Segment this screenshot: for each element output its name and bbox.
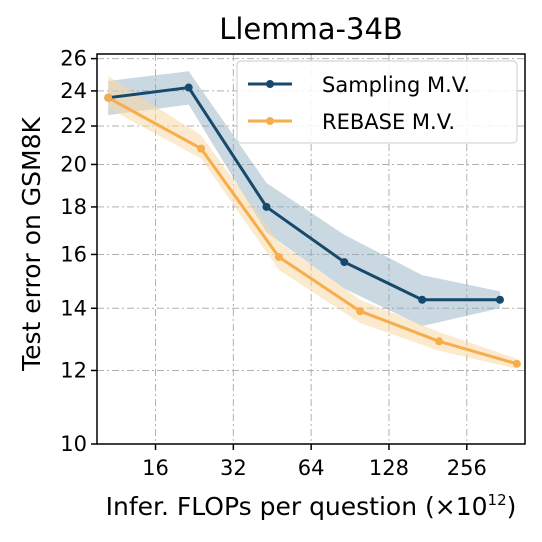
x-tick-label-1: 32 xyxy=(220,456,247,480)
y-tick-label-1: 12 xyxy=(60,358,87,382)
y-tick-label-4: 18 xyxy=(60,195,87,219)
series-lines xyxy=(107,86,518,366)
series-line-0 xyxy=(108,86,500,302)
x-axis-label-close: ) xyxy=(507,492,517,521)
y-tick-label-8: 26 xyxy=(60,47,87,71)
data-point-0-5 xyxy=(495,295,504,304)
data-point-1-5 xyxy=(512,359,521,368)
y-tick-label-6: 22 xyxy=(60,114,87,138)
data-point-0-3 xyxy=(340,258,349,267)
x-axis-label-main: Infer. FLOPs per question (×10 xyxy=(106,492,488,521)
x-axis-ticks: 16 32 64 128 256 xyxy=(142,444,487,480)
x-tick-label-0: 16 xyxy=(142,456,169,480)
y-tick-label-7: 24 xyxy=(60,79,87,103)
x-tick-label-3: 128 xyxy=(369,456,409,480)
confidence-band-1 xyxy=(108,76,517,369)
legend-marker-sampling xyxy=(266,80,274,88)
legend-marker-rebase xyxy=(266,117,274,125)
y-tick-label-3: 16 xyxy=(60,242,87,266)
x-axis-label-exponent: 12 xyxy=(488,491,507,509)
series-line-1 xyxy=(107,96,518,366)
y-axis-ticks: 10 12 14 16 18 20 22 24 26 xyxy=(60,47,97,456)
series-points xyxy=(104,83,521,368)
legend-label-sampling: Sampling M.V. xyxy=(322,73,470,97)
y-axis-label: Test error on GSM8K xyxy=(17,116,46,371)
data-point-1-3 xyxy=(356,307,365,316)
data-point-0-2 xyxy=(262,202,271,211)
data-point-1-4 xyxy=(435,337,444,346)
y-tick-label-5: 20 xyxy=(60,152,87,176)
x-axis-label: Infer. FLOPs per question (×1012) xyxy=(106,491,517,521)
data-point-1-2 xyxy=(274,252,283,261)
x-tick-label-2: 64 xyxy=(298,456,325,480)
x-tick-label-4: 256 xyxy=(447,456,487,480)
chart-title: Llemma-34B xyxy=(219,12,403,46)
y-tick-label-2: 14 xyxy=(60,296,87,320)
data-point-0-1 xyxy=(184,83,193,92)
data-point-1-1 xyxy=(197,144,206,153)
y-tick-label-0: 10 xyxy=(60,432,87,456)
legend: Sampling M.V. REBASE M.V. xyxy=(236,60,518,144)
legend-frame xyxy=(236,60,518,144)
data-point-1-0 xyxy=(104,93,113,102)
legend-label-rebase: REBASE M.V. xyxy=(322,110,455,134)
data-point-0-4 xyxy=(418,295,427,304)
